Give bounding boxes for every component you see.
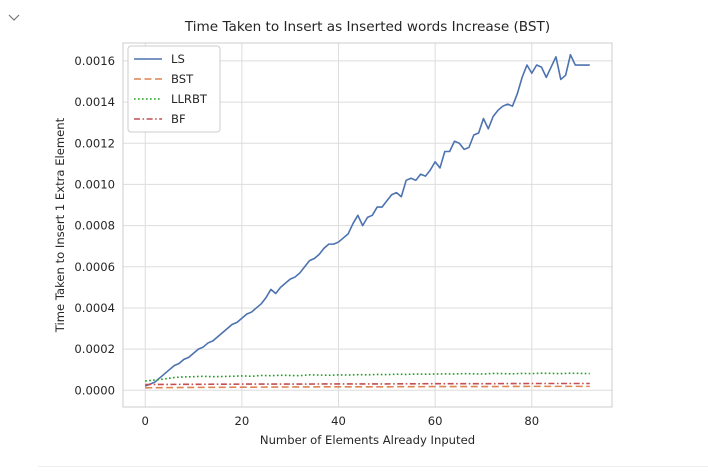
x-tick-labels: 0 20 40 60 80 [142,414,540,428]
x-tick-label: 60 [428,414,443,428]
legend-label-bst: BST [171,72,194,86]
x-tick-label: 0 [142,414,149,428]
x-axis-label: Number of Elements Already Inputed [260,433,475,447]
y-tick-label: 0.0008 [74,219,115,233]
legend: LS BST LLRBT BF [127,45,221,133]
series-line-ls [144,53,590,387]
y-axis-label: Time Taken to Insert 1 Extra Element [53,117,67,333]
x-tick-label: 20 [234,414,249,428]
x-tick-label: 80 [524,414,539,428]
chevron-down-icon[interactable] [7,10,21,24]
legend-label-ls: LS [171,52,185,66]
y-tick-label: 0.0004 [74,301,115,315]
legend-label-bf: BF [171,112,186,126]
y-tick-label: 0.0002 [74,342,115,356]
grid [123,43,612,407]
plot-frame [122,42,613,408]
series-layer [144,53,590,389]
y-tick-label: 0.0000 [74,383,115,397]
y-tick-labels: 0.0000 0.0002 0.0004 0.0006 0.0008 0.0010 0.00… [74,54,115,397]
legend-box [127,45,221,133]
x-tick-label: 40 [331,414,346,428]
y-tick-label: 0.0010 [74,177,115,191]
y-tick-label: 0.0012 [74,136,115,150]
y-tick-label: 0.0016 [74,54,115,68]
chart-title: Time Taken to Insert as Inserted words I… [184,19,550,35]
y-tick-label: 0.0014 [74,95,115,109]
y-tick-label: 0.0006 [74,260,115,274]
legend-label-llrbt: LLRBT [171,92,208,106]
series-line-bf [145,382,590,386]
series-line-bst [145,385,590,389]
cell-divider [38,466,708,467]
